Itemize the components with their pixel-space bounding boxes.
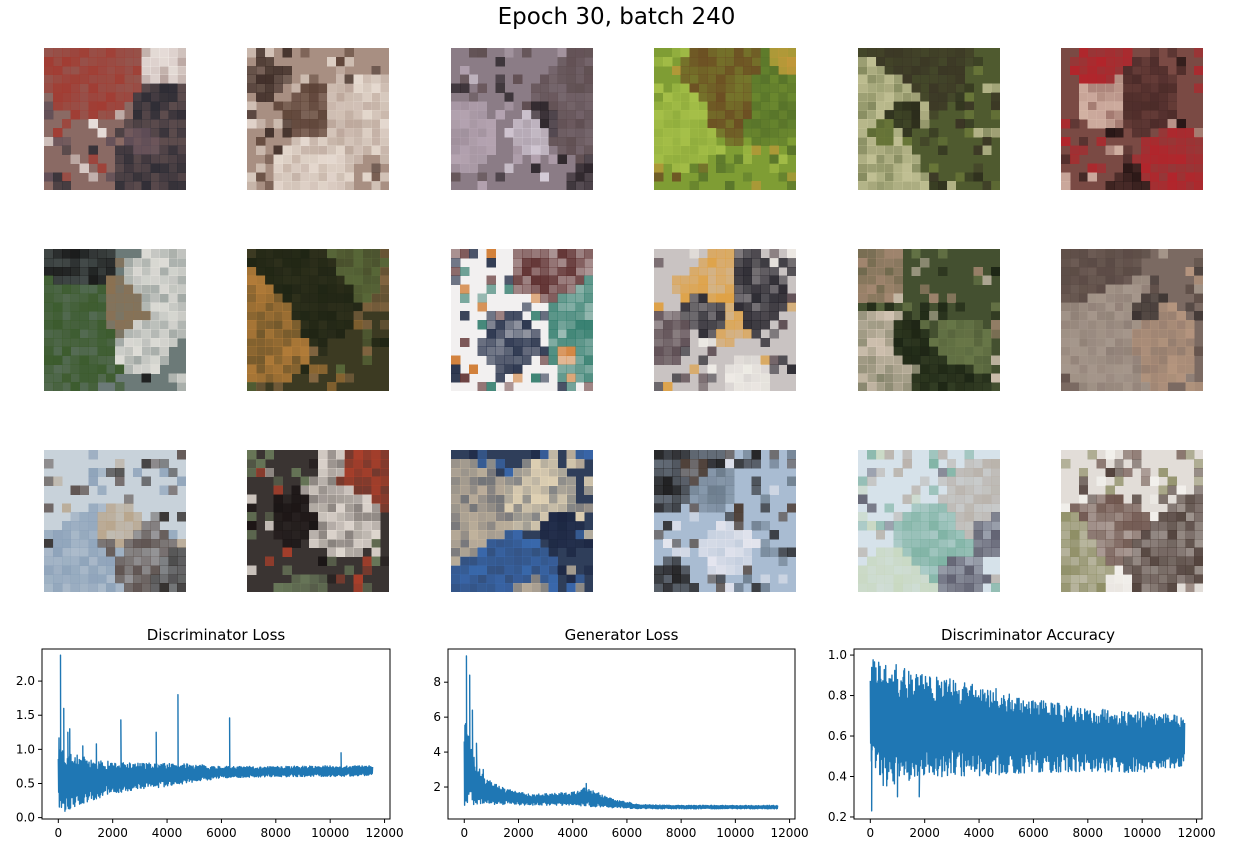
generated-sample-image [451,450,593,592]
generator-loss-y-tick-label: 4 [433,745,441,759]
generated-sample-image [451,249,593,391]
figure-title: Epoch 30, batch 240 [497,4,736,30]
discriminator-accuracy-x-tick-label: 0 [866,826,874,840]
discriminator-accuracy-y-tick-label: 0.2 [828,810,847,824]
generated-sample-image [1061,450,1203,592]
generator-loss-x-tick-label: 12000 [770,826,808,840]
generator-loss-series-line [463,655,779,810]
generated-sample-image [44,48,186,190]
generator-loss-x-tick-label: 8000 [666,826,697,840]
discriminator-loss-y-tick-label: 1.5 [16,708,35,722]
discriminator-loss-x-tick-label: 2000 [97,826,128,840]
discriminator-loss-x-tick-label: 8000 [261,826,292,840]
discriminator-loss-axes-frame [41,648,391,820]
discriminator-loss-y-tick-label: 2.0 [16,674,35,688]
generated-sample-image [44,450,186,592]
generated-sample-image [44,249,186,391]
discriminator-loss-title: Discriminator Loss [147,626,286,644]
generator-loss-title: Generator Loss [565,626,679,644]
generated-sample-image [654,48,796,190]
discriminator-accuracy-x-tick-label: 4000 [964,826,995,840]
generated-samples-grid [44,48,1203,592]
generated-sample-image [654,450,796,592]
generated-sample-image [654,249,796,391]
generated-sample-image [858,450,1000,592]
generator-loss-axes-frame [447,648,796,820]
discriminator-accuracy-y-tick-label: 0.8 [828,689,847,703]
discriminator-accuracy-x-tick-label: 10000 [1123,826,1161,840]
generator-loss-y-tick-label: 8 [433,675,441,689]
discriminator-accuracy-chart: Discriminator Accuracy 0 2000 4000 6000 8000 1… [828,626,1216,840]
discriminator-accuracy-y-tick-label: 0.6 [828,729,847,743]
discriminator-loss-x-tick-label: 0 [54,826,62,840]
generated-sample-image [247,48,389,190]
training-curves-svg: Discriminator Loss 0 2000 4000 6000 8000 10000… [16,626,1216,840]
discriminator-loss-chart: Discriminator Loss 0 2000 4000 6000 8000 10000… [16,626,404,840]
discriminator-accuracy-x-tick-label: 2000 [909,826,940,840]
generator-loss-x-tick-label: 2000 [503,826,534,840]
discriminator-accuracy-series-line [869,659,1186,812]
discriminator-accuracy-axes-frame [853,648,1203,820]
generator-loss-x-tick-label: 10000 [716,826,754,840]
discriminator-loss-y-tick-label: 0.0 [16,811,35,825]
discriminator-accuracy-x-tick-label: 6000 [1018,826,1049,840]
generator-loss-x-tick-label: 4000 [557,826,588,840]
generator-loss-y-tick-label: 6 [433,710,441,724]
generator-loss-x-tick-label: 6000 [612,826,643,840]
discriminator-loss-y-tick-label: 1.0 [16,742,35,756]
generated-sample-image [858,48,1000,190]
discriminator-loss-x-tick-label: 12000 [365,826,403,840]
generated-sample-image [1061,249,1203,391]
generator-loss-y-tick-label: 2 [433,780,441,794]
discriminator-accuracy-title: Discriminator Accuracy [941,626,1115,644]
discriminator-accuracy-y-tick-label: 1.0 [828,648,847,662]
discriminator-accuracy-x-tick-label: 8000 [1073,826,1104,840]
generated-sample-image [247,450,389,592]
generated-sample-image [858,249,1000,391]
discriminator-loss-x-tick-label: 10000 [311,826,349,840]
generated-sample-image [451,48,593,190]
generated-sample-image [1061,48,1203,190]
training-curves: Discriminator Loss 0 2000 4000 6000 8000 10000… [0,620,1233,853]
discriminator-loss-x-tick-label: 4000 [152,826,183,840]
discriminator-loss-y-tick-label: 0.5 [16,776,35,790]
generator-loss-x-tick-label: 0 [460,826,468,840]
generator-loss-chart: Generator Loss 0 2000 4000 6000 8000 10000 1200… [433,626,808,840]
generated-sample-image [247,249,389,391]
discriminator-accuracy-x-tick-label: 12000 [1177,826,1215,840]
discriminator-loss-x-tick-label: 6000 [206,826,237,840]
discriminator-accuracy-y-tick-label: 0.4 [828,770,847,784]
discriminator-loss-series-line [57,654,374,812]
